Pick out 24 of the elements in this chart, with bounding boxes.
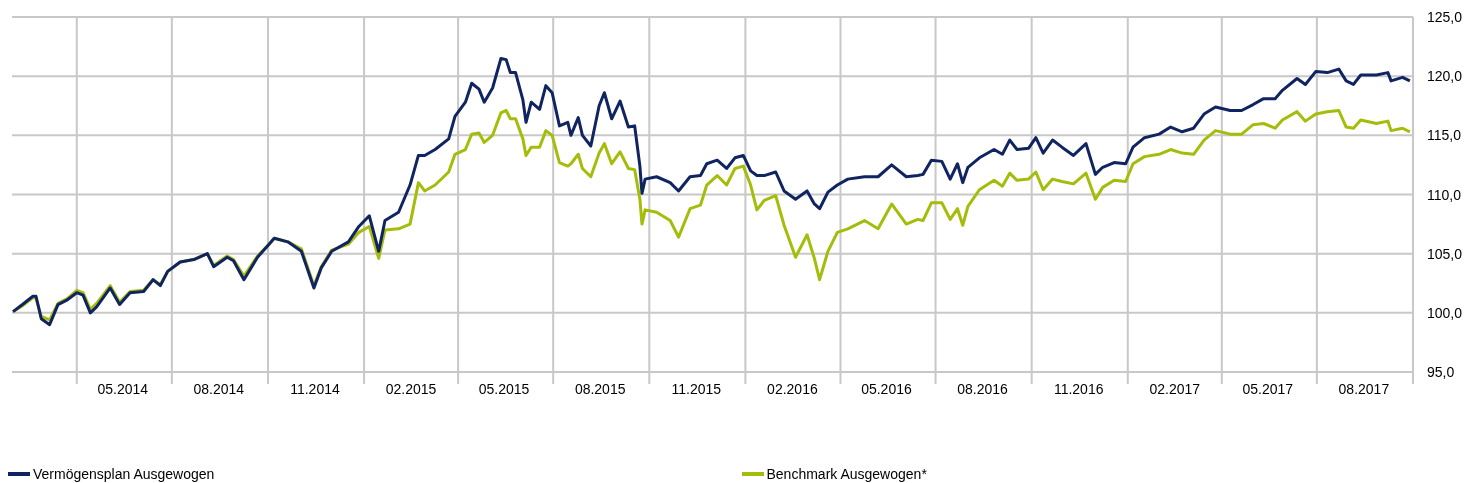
x-tick-label: 08.2015 [574,381,626,397]
x-tick-label: 11.2015 [671,381,722,397]
x-tick-label: 11.2014 [290,381,340,397]
x-tick-label: 08.2016 [957,381,1009,397]
x-tick-label: 08.2017 [1338,381,1390,397]
y-tick-label: 100,0 [1427,304,1463,321]
x-tick-label: 11.2016 [1053,381,1104,397]
x-tick-label: 05.2017 [1242,381,1294,397]
y-tick-label: 120,0 [1427,68,1463,85]
x-tick-label: 05.2016 [861,381,912,397]
y-tick-label: 105,0 [1427,245,1463,262]
legend-label: Vermögensplan Ausgewogen [33,466,215,482]
y-tick-label: 110,0 [1427,186,1462,203]
x-tick-label: 02.2015 [385,381,437,397]
line-series [12,56,1412,327]
x-tick-label: 02.2016 [767,381,818,397]
x-tick-label: 02.2017 [1149,381,1201,397]
x-tick-label: 05.2014 [97,381,149,397]
legend-label: Benchmark Ausgewogen* [766,466,927,482]
y-tick-label: 115,0 [1427,127,1462,144]
x-tick-label: 08.2014 [193,381,245,397]
y-tick-label: 125,0 [1427,9,1463,25]
x-tick-label: 05.2015 [478,381,530,397]
y-tick-label: 95,0 [1427,364,1455,380]
